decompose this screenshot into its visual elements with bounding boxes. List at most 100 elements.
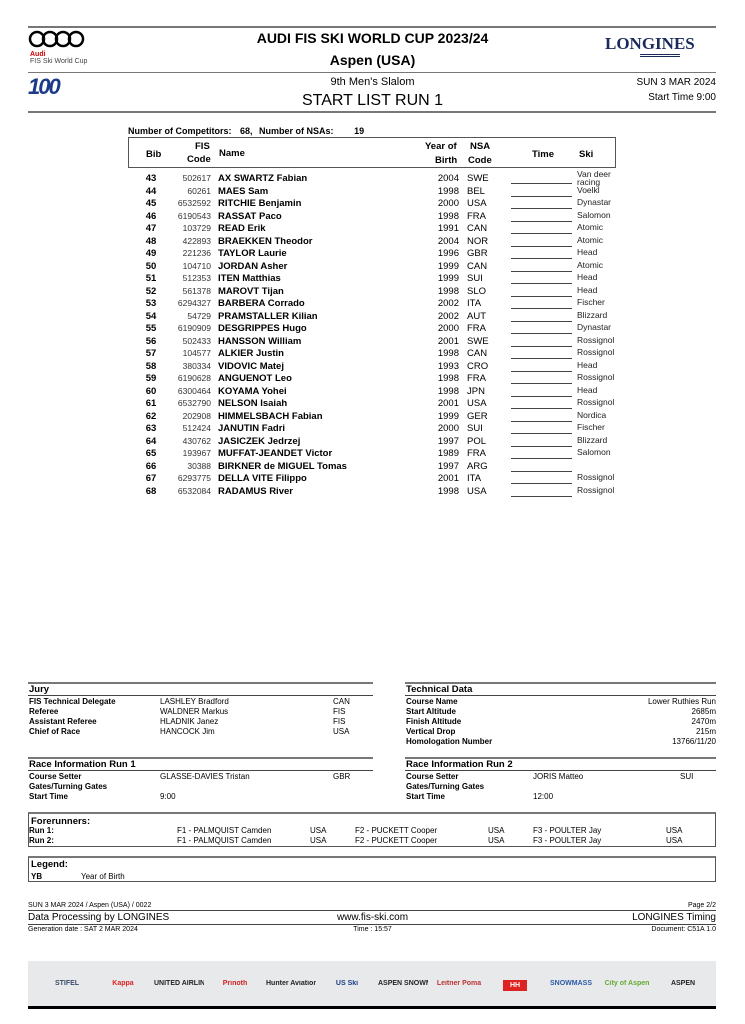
forerunner-nation: USA xyxy=(488,836,505,845)
longines-logo: LONGINES xyxy=(605,34,695,53)
time-blank-line xyxy=(511,408,572,409)
jury-label: Assistant Referee xyxy=(29,717,97,726)
competitor-row: 47 103729 READ Erik 1991 CAN Atomic xyxy=(0,223,745,235)
header-rule xyxy=(28,72,716,73)
fis-100-logo: 100 xyxy=(28,74,61,99)
footer-generation: Generation date : SAT 2 MAR 2024 xyxy=(28,926,138,933)
competitor-name: AX SWARTZ Fabian xyxy=(218,173,308,184)
run2-label: Course Setter xyxy=(406,772,459,781)
competitor-ski: Atomic xyxy=(577,234,603,245)
time-blank-line xyxy=(511,233,572,234)
competitor-nsa: CAN xyxy=(467,223,488,234)
competitor-yb: 1991 xyxy=(437,223,459,234)
time-blank-line xyxy=(511,445,572,447)
competitor-row: 56 502433 HANSSON William 2001 SWE Rossignol xyxy=(0,335,745,348)
time-blank-line xyxy=(511,270,572,272)
sponsor-logo: Leitner Poma xyxy=(436,980,482,987)
time-blank-line xyxy=(511,420,572,422)
sponsor-logo: STIFEL xyxy=(54,980,80,987)
run1-underline xyxy=(28,770,373,771)
competitor-ski: Head xyxy=(577,384,598,395)
competitor-code: 103729 xyxy=(182,223,211,233)
time-blank-line xyxy=(511,470,572,472)
competitor-nsa: FRA xyxy=(467,373,486,384)
jury-nation: CAN xyxy=(333,697,350,706)
competitor-nsa: USA xyxy=(467,485,487,497)
competitor-ski: Dynastar xyxy=(577,322,612,332)
sponsor-logo: HH xyxy=(503,980,527,991)
competitor-ski: Head xyxy=(577,359,598,370)
competitor-name: ANGUENOT Leo xyxy=(218,373,292,384)
tech-rule xyxy=(405,682,716,684)
legend-box: Legend: YB Year of Birth xyxy=(28,856,716,882)
footer-url[interactable]: www.fis-ski.com xyxy=(336,912,409,923)
competitor-yb: 2001 xyxy=(437,473,459,484)
competitor-row: 50 104710 JORDAN Asher 1999 CAN Atomic xyxy=(0,260,745,273)
competitor-ski: Nordica xyxy=(577,409,607,420)
legend-abbr: YB xyxy=(31,872,43,881)
competitor-name: READ Erik xyxy=(218,223,266,234)
technical-value: 2470m xyxy=(691,717,716,726)
run2-nation: SUI xyxy=(680,772,694,781)
time-blank-line xyxy=(511,220,572,222)
longines-wings-icon xyxy=(640,54,680,62)
jury-value: HLADNIK Janez xyxy=(160,717,219,726)
competitor-code: 221236 xyxy=(182,248,211,258)
competitor-code: 104577 xyxy=(182,348,211,358)
footer-timing: LONGINES Timing xyxy=(632,912,716,923)
forerunner-nation: USA xyxy=(666,826,683,835)
competitor-row: 54 54729 PRAMSTALLER Kilian 2002 AUT Blizzard xyxy=(0,310,745,323)
event-name: 9th Men's Slalom xyxy=(330,76,415,88)
competitor-bib: 60 xyxy=(145,385,157,397)
technical-label: Course Name xyxy=(406,697,458,706)
header-bottom-rule xyxy=(28,111,716,113)
competitor-code: 60261 xyxy=(187,185,211,196)
competitor-nsa: GER xyxy=(467,410,488,422)
competitor-name: ALKIER Justin xyxy=(218,348,284,359)
competitor-bib: 58 xyxy=(145,360,157,372)
forerunner-name: F2 - PUCKETT Cooper xyxy=(355,836,438,845)
footer-page: Page 2/2 xyxy=(687,902,716,909)
competitor-ski: Atomic xyxy=(577,222,603,232)
competitor-bib: 48 xyxy=(145,235,157,247)
competitor-yb: 2000 xyxy=(437,198,459,209)
competitor-yb: 2000 xyxy=(437,323,459,334)
technical-label: Vertical Drop xyxy=(406,727,456,736)
footer-document: Document: C51A 1.0 xyxy=(651,926,716,933)
competitor-name: JASICZEK Jedrzej xyxy=(218,435,301,447)
competitor-name: JORDAN Asher xyxy=(218,260,288,272)
run1-nation: GBR xyxy=(333,772,351,781)
forerunner-nation: USA xyxy=(310,836,327,845)
competitor-name: BIRKNER de MIGUEL Tomas xyxy=(218,460,347,472)
run2-label: Start Time xyxy=(406,792,445,801)
competitor-row: 52 561378 MAROVT Tijan 1998 SLO Head xyxy=(0,285,745,298)
competitor-name: RADAMUS River xyxy=(218,485,293,497)
col-yb-2: Birth xyxy=(435,155,458,166)
competitor-nsa: CAN xyxy=(467,260,488,272)
sponsor-logo: ASPEN SNOWMASS xyxy=(378,980,428,987)
competitor-bib: 56 xyxy=(145,335,157,347)
competitor-bib: 66 xyxy=(145,460,157,472)
time-blank-line xyxy=(511,208,572,209)
competitor-row: 55 6190909 DESGRIPPES Hugo 2000 FRA Dynastar xyxy=(0,323,745,335)
competitor-ski: Head xyxy=(577,272,598,282)
legend-title: Legend: xyxy=(31,859,68,870)
competitors-summary: Number of Competitors: 68, Number of NSA… xyxy=(128,126,364,136)
sponsor-logo: UNITED AIRLINES xyxy=(154,980,204,987)
competitor-bib: 43 xyxy=(145,173,157,184)
competitor-nsa: ITA xyxy=(467,473,482,484)
competitors-label: Number of Competitors: xyxy=(128,126,232,136)
time-blank-line xyxy=(511,333,572,334)
sponsor-logo: Hunter Aviation xyxy=(266,980,316,987)
nsas-label: Number of NSAs: xyxy=(259,126,334,136)
jury-label: FIS Technical Delegate xyxy=(29,697,116,706)
competitor-nsa: USA xyxy=(467,198,487,209)
competitor-ski: Rossignol xyxy=(577,472,615,482)
time-blank-line xyxy=(511,183,572,184)
run2-value: JORIS Matteo xyxy=(533,772,584,781)
competitor-nsa: SLO xyxy=(467,285,487,297)
competitor-row: 66 30388 BIRKNER de MIGUEL Tomas 1997 ARG xyxy=(0,461,745,473)
forerunner-name: F3 - POULTER Jay xyxy=(533,836,602,845)
competitor-bib: 50 xyxy=(145,260,157,272)
footer-rule-2 xyxy=(28,924,716,925)
